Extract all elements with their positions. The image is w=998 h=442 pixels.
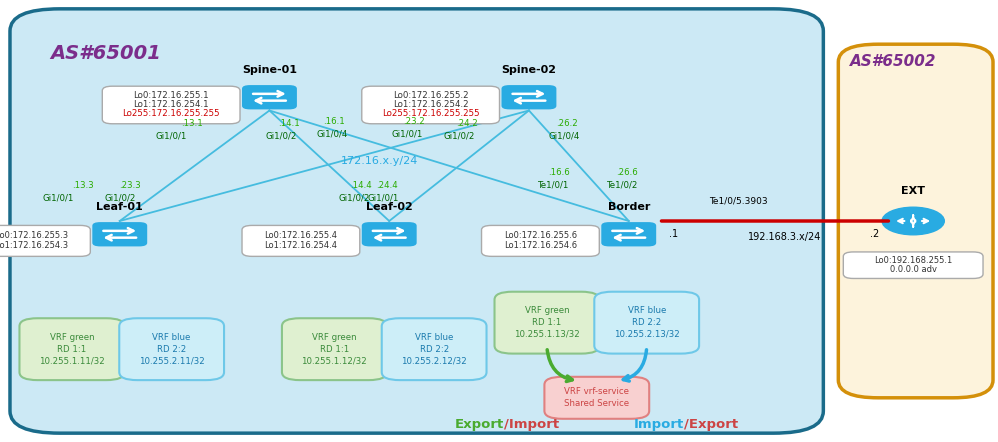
Text: .26.2: .26.2 — [556, 119, 578, 128]
Text: Te1/0/1: Te1/0/1 — [538, 180, 570, 189]
Text: Lo0:172.16.255.6: Lo0:172.16.255.6 — [504, 231, 577, 240]
Text: Lo1:172.16.254.4: Lo1:172.16.254.4 — [264, 241, 337, 250]
Text: EXT: EXT — [901, 186, 925, 196]
Text: Border: Border — [608, 202, 650, 213]
Text: .16.1: .16.1 — [323, 117, 345, 126]
FancyBboxPatch shape — [242, 225, 359, 256]
Text: Gi1/0/4: Gi1/0/4 — [316, 130, 348, 138]
Text: VRF blue
RD 2:2
10.255.2.13/32: VRF blue RD 2:2 10.255.2.13/32 — [614, 306, 680, 339]
FancyBboxPatch shape — [0, 225, 90, 256]
Text: .1: .1 — [669, 229, 678, 239]
FancyBboxPatch shape — [92, 222, 147, 247]
Text: .23.3: .23.3 — [119, 181, 141, 190]
FancyBboxPatch shape — [838, 44, 993, 398]
Text: VRF blue
RD 2:2
10.255.2.12/32: VRF blue RD 2:2 10.255.2.12/32 — [401, 333, 467, 366]
FancyBboxPatch shape — [119, 318, 224, 380]
Text: Lo0:172.16.255.2: Lo0:172.16.255.2 — [393, 91, 468, 99]
Text: Gi1/0/2: Gi1/0/2 — [104, 194, 136, 202]
FancyBboxPatch shape — [281, 318, 387, 380]
Text: /Export: /Export — [684, 418, 738, 431]
Text: Lo1:172.16.254.3: Lo1:172.16.254.3 — [0, 241, 68, 250]
Text: .16.6: .16.6 — [548, 168, 570, 177]
Text: AS#65002: AS#65002 — [850, 54, 936, 69]
Text: .13.3: .13.3 — [72, 181, 94, 190]
Text: Import: Import — [634, 418, 684, 431]
Text: .23.2: .23.2 — [403, 117, 425, 126]
Text: VRF vrf-service
Shared Service: VRF vrf-service Shared Service — [564, 387, 630, 408]
FancyBboxPatch shape — [595, 292, 699, 354]
FancyBboxPatch shape — [381, 318, 486, 380]
Text: Gi1/0/4: Gi1/0/4 — [548, 132, 580, 141]
FancyBboxPatch shape — [481, 225, 599, 256]
FancyBboxPatch shape — [545, 377, 649, 419]
Text: Lo1:172.16.254.2: Lo1:172.16.254.2 — [393, 100, 468, 109]
Text: .26.6: .26.6 — [616, 168, 638, 177]
FancyBboxPatch shape — [601, 222, 657, 247]
Text: Lo255:172.16.255.255: Lo255:172.16.255.255 — [382, 110, 479, 118]
Circle shape — [882, 207, 944, 235]
Text: Spine-02: Spine-02 — [501, 65, 557, 75]
Text: VRF green
RD 1:1
10.255.1.13/32: VRF green RD 1:1 10.255.1.13/32 — [514, 306, 580, 339]
Text: Gi1/0/1: Gi1/0/1 — [156, 132, 188, 141]
Text: Lo255:172.16.255.255: Lo255:172.16.255.255 — [123, 110, 220, 118]
Text: Te1/0/5.3903: Te1/0/5.3903 — [709, 197, 767, 206]
Text: Gi1/0/1: Gi1/0/1 — [367, 194, 399, 202]
Text: Gi1/0/2: Gi1/0/2 — [443, 132, 475, 141]
Text: Lo0:172.16.255.4: Lo0:172.16.255.4 — [264, 231, 337, 240]
Text: VRF green
RD 1:1
10.255.1.11/32: VRF green RD 1:1 10.255.1.11/32 — [39, 333, 105, 366]
Text: 192.168.3.x/24: 192.168.3.x/24 — [748, 232, 821, 242]
FancyBboxPatch shape — [102, 86, 240, 124]
Text: Lo0:172.16.255.3: Lo0:172.16.255.3 — [0, 231, 68, 240]
Text: Gi1/0/1: Gi1/0/1 — [391, 130, 423, 138]
Text: Gi1/0/2: Gi1/0/2 — [265, 132, 297, 141]
Text: .14.1: .14.1 — [278, 119, 300, 128]
Text: 0.0.0.0 adv: 0.0.0.0 adv — [889, 265, 937, 274]
Text: Lo1:172.16.254.6: Lo1:172.16.254.6 — [504, 241, 577, 250]
Text: Spine-01: Spine-01 — [242, 65, 297, 75]
Text: Lo0:192.168.255.1: Lo0:192.168.255.1 — [874, 256, 952, 265]
FancyBboxPatch shape — [843, 252, 983, 278]
Text: Leaf-02: Leaf-02 — [366, 202, 412, 213]
Text: .24.4: .24.4 — [376, 181, 398, 190]
Text: 172.16.x.y/24: 172.16.x.y/24 — [340, 156, 418, 166]
Text: .24.2: .24.2 — [456, 119, 478, 128]
FancyBboxPatch shape — [361, 222, 416, 247]
FancyBboxPatch shape — [502, 85, 557, 109]
FancyBboxPatch shape — [242, 85, 297, 109]
FancyBboxPatch shape — [10, 9, 823, 433]
Text: Te1/0/2: Te1/0/2 — [607, 180, 639, 189]
Text: Gi1/0/2: Gi1/0/2 — [338, 194, 370, 202]
Text: AS#65001: AS#65001 — [50, 44, 161, 62]
Text: Leaf-01: Leaf-01 — [97, 202, 143, 213]
Text: .14.4: .14.4 — [350, 181, 372, 190]
FancyBboxPatch shape — [361, 86, 500, 124]
Text: Export: Export — [455, 418, 504, 431]
FancyBboxPatch shape — [495, 292, 599, 354]
Text: .13.1: .13.1 — [181, 119, 203, 128]
Text: VRF blue
RD 2:2
10.255.2.11/32: VRF blue RD 2:2 10.255.2.11/32 — [139, 333, 205, 366]
Text: Lo0:172.16.255.1: Lo0:172.16.255.1 — [134, 91, 209, 99]
Text: VRF green
RD 1:1
10.255.1.12/32: VRF green RD 1:1 10.255.1.12/32 — [301, 333, 367, 366]
FancyBboxPatch shape — [19, 318, 124, 380]
Text: /Import: /Import — [504, 418, 559, 431]
Text: Lo1:172.16.254.1: Lo1:172.16.254.1 — [134, 100, 209, 109]
Text: Gi1/0/1: Gi1/0/1 — [42, 194, 74, 202]
Text: .2: .2 — [870, 229, 879, 239]
